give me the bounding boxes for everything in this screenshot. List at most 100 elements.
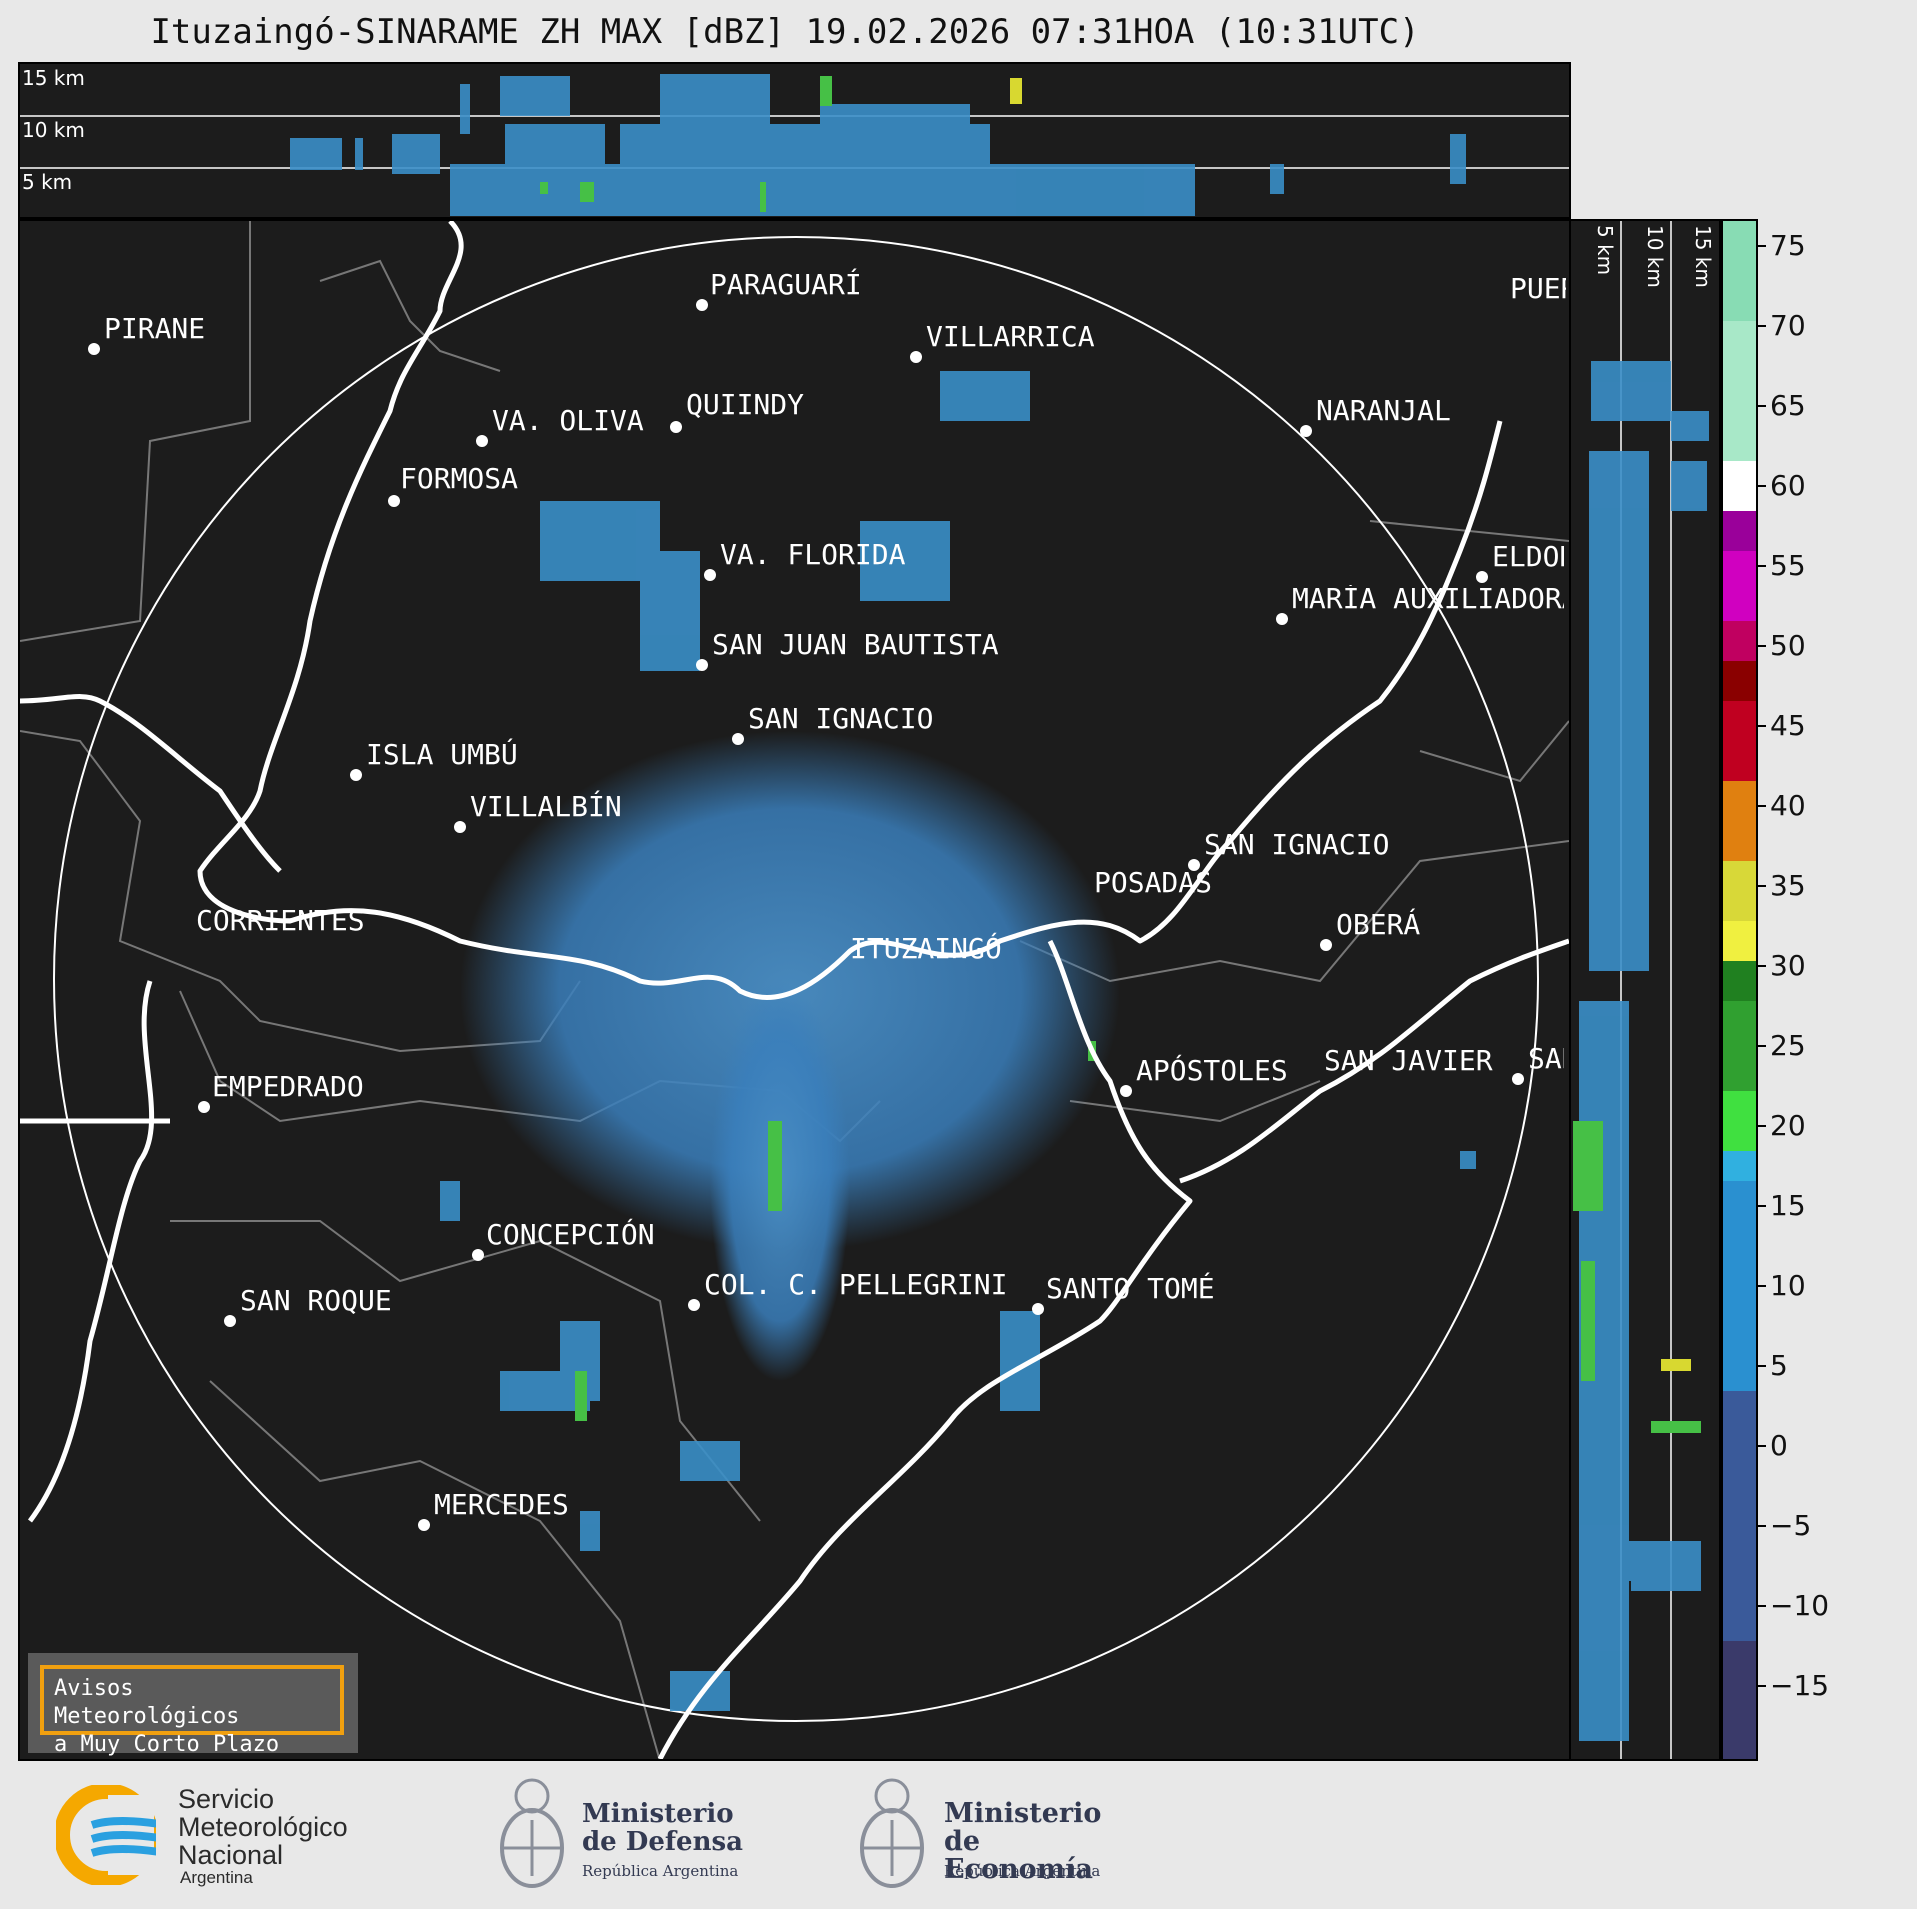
city-dot-pirane bbox=[88, 343, 100, 355]
colorbar-tick bbox=[1758, 965, 1766, 967]
colorbar-tick-label: −15 bbox=[1770, 1669, 1830, 1702]
colorbar-tick-label: 70 bbox=[1770, 309, 1806, 342]
city-label-va-florida: VA. FLORIDA bbox=[720, 538, 906, 571]
avisos-button[interactable]: Avisos Meteorológicos a Muy Corto Plazo bbox=[28, 1653, 358, 1757]
colorbar-tick-label: 35 bbox=[1770, 869, 1806, 902]
colorbar-tick-label: −10 bbox=[1770, 1589, 1830, 1622]
colorbar-tick-label: 60 bbox=[1770, 469, 1806, 502]
ministerio-defensa-logo[interactable]: Ministerio de Defensa República Argentin… bbox=[494, 1772, 744, 1902]
city-dot-obera bbox=[1320, 939, 1332, 951]
city-label-corrientes: CORRIENTES bbox=[196, 904, 365, 937]
east-west-max-profile-panel: 5 km 10 km 15 km bbox=[1569, 219, 1721, 1761]
city-dot-formosa bbox=[388, 495, 400, 507]
smn-line-1: Servicio bbox=[178, 1784, 275, 1814]
colorbar-tick-label: 20 bbox=[1770, 1109, 1806, 1142]
height-label-15km: 15 km bbox=[22, 66, 85, 90]
colorbar-tick-label: 50 bbox=[1770, 629, 1806, 662]
ministerio-economia-logo[interactable]: Ministerio de Economía República Argenti… bbox=[854, 1772, 1134, 1902]
city-dot-concepcion bbox=[472, 1249, 484, 1261]
colorbar-tick bbox=[1758, 1125, 1766, 1127]
city-label-mercedes: MERCEDES bbox=[434, 1488, 569, 1521]
colorbar-tick bbox=[1758, 645, 1766, 647]
smn-logo[interactable]: Servicio Meteorológico Nacional Argentin… bbox=[56, 1784, 386, 1887]
colorbar-tick bbox=[1758, 885, 1766, 887]
economia-sub: República Argentina bbox=[944, 1862, 1101, 1880]
city-label-san-ignacio-py: SAN IGNACIO bbox=[748, 702, 934, 735]
city-label-quiindy: QUIINDY bbox=[686, 388, 805, 421]
city-label-posadas: POSADAS bbox=[1094, 866, 1213, 899]
national-coat-of-arms-icon bbox=[500, 1778, 564, 1888]
city-label-empedrado: EMPEDRADO bbox=[212, 1070, 364, 1103]
city-label-concepcion: CONCEPCIÓN bbox=[486, 1218, 655, 1251]
smn-line-3: Nacional bbox=[178, 1840, 284, 1870]
colorbar-tick-label: 55 bbox=[1770, 549, 1806, 582]
defensa-line-1: Ministerio bbox=[582, 1799, 734, 1829]
colorbar-tick-label: 65 bbox=[1770, 389, 1806, 422]
height-label-5km: 5 km bbox=[22, 170, 73, 194]
economia-line-2: de Economía bbox=[944, 1826, 1093, 1885]
avisos-line-1: Avisos Meteorológicos bbox=[54, 1676, 240, 1729]
city-label-col-pellegrini: COL. C. PELLEGRINI bbox=[704, 1268, 1008, 1301]
city-dot-san-roque bbox=[224, 1315, 236, 1327]
smn-line-2: Meteorológico bbox=[178, 1812, 348, 1842]
colorbar-tick bbox=[1758, 1445, 1766, 1447]
top-profile-echoes bbox=[20, 74, 1569, 216]
colorbar-tick-label: 5 bbox=[1770, 1349, 1788, 1382]
colorbar-tick bbox=[1758, 1285, 1766, 1287]
city-label-san-javier: SAN JAVIER bbox=[1324, 1044, 1493, 1077]
colorbar-tick bbox=[1758, 325, 1766, 327]
radar-map bbox=[20, 221, 1569, 1759]
colorbar-tick-label: 0 bbox=[1770, 1429, 1788, 1462]
colorbar-tick bbox=[1758, 485, 1766, 487]
economia-line-1: Ministerio bbox=[944, 1798, 1102, 1829]
chart-title: Ituzaingó-SINARAME ZH MAX [dBZ] 19.02.20… bbox=[150, 12, 1420, 52]
side-profile-echoes bbox=[1573, 221, 1709, 1759]
city-label-san-roque: SAN ROQUE bbox=[240, 1284, 392, 1317]
city-label-apostoles: APÓSTOLES bbox=[1136, 1054, 1288, 1087]
city-label-va-oliva: VA. OLIVA bbox=[492, 404, 644, 437]
colorbar-tick bbox=[1758, 1205, 1766, 1207]
city-label-eldorado: ELDORADO bbox=[1492, 543, 1564, 571]
city-label-maria-auxiliadora: MARÍA AUXILIADORA bbox=[1292, 585, 1564, 613]
defensa-sub: República Argentina bbox=[582, 1862, 739, 1880]
smn-line-4: Argentina bbox=[180, 1868, 253, 1887]
city-dot-villarrica bbox=[910, 351, 922, 363]
north-south-max-profile-panel: 15 km 10 km 5 km bbox=[18, 62, 1571, 219]
city-dot-eldorado bbox=[1476, 571, 1488, 583]
city-dot-naranjal bbox=[1300, 425, 1312, 437]
colorbar-gradient bbox=[1723, 221, 1756, 1759]
national-coat-of-arms-icon bbox=[860, 1778, 924, 1888]
avisos-frame[interactable]: Avisos Meteorológicos a Muy Corto Plazo bbox=[40, 1665, 344, 1757]
dbz-colorbar bbox=[1721, 219, 1758, 1761]
city-dot-villalbin bbox=[454, 821, 466, 833]
city-label-san-juan-bautista: SAN JUAN BAUTISTA bbox=[712, 628, 999, 661]
colorbar-tick-label: 25 bbox=[1770, 1029, 1806, 1062]
city-dot-va-oliva bbox=[476, 435, 488, 447]
city-dot-apostoles bbox=[1120, 1085, 1132, 1097]
city-dot-santo-tome bbox=[1032, 1303, 1044, 1315]
smn-emblem-icon bbox=[56, 1785, 156, 1885]
city-label-ituzaingo: ITUZAINGÓ bbox=[850, 932, 1002, 965]
city-dot-empedrado bbox=[198, 1101, 210, 1113]
city-label-formosa: FORMOSA bbox=[400, 462, 519, 495]
colorbar-tick-label: −5 bbox=[1770, 1509, 1812, 1542]
colorbar-tick-label: 30 bbox=[1770, 949, 1806, 982]
colorbar-tick-label: 75 bbox=[1770, 229, 1806, 262]
colorbar-tick-label: 45 bbox=[1770, 709, 1806, 742]
height-label-15km-side: 15 km bbox=[1691, 225, 1715, 288]
city-dot-san-juan-bautista bbox=[696, 659, 708, 671]
city-label-isla-umbu: ISLA UMBÚ bbox=[366, 738, 518, 771]
height-label-10km-side: 10 km bbox=[1643, 225, 1667, 288]
city-label-pirane: PIRANE bbox=[104, 312, 206, 345]
city-label-villarrica: VILLARRICA bbox=[926, 320, 1095, 353]
city-dot-quiindy bbox=[670, 421, 682, 433]
city-label-naranjal: NARANJAL bbox=[1316, 394, 1451, 427]
city-label-santo-tome: SANTO TOMÉ bbox=[1046, 1272, 1215, 1305]
city-label-obera: OBERÁ bbox=[1336, 908, 1421, 941]
height-label-5km-side: 5 km bbox=[1593, 225, 1617, 276]
colorbar-tick bbox=[1758, 1685, 1766, 1687]
city-label-villalbin: VILLALBÍN bbox=[470, 790, 622, 823]
colorbar-tick bbox=[1758, 245, 1766, 247]
defensa-line-2: de Defensa bbox=[582, 1827, 743, 1857]
colorbar-tick-label: 10 bbox=[1770, 1269, 1806, 1302]
